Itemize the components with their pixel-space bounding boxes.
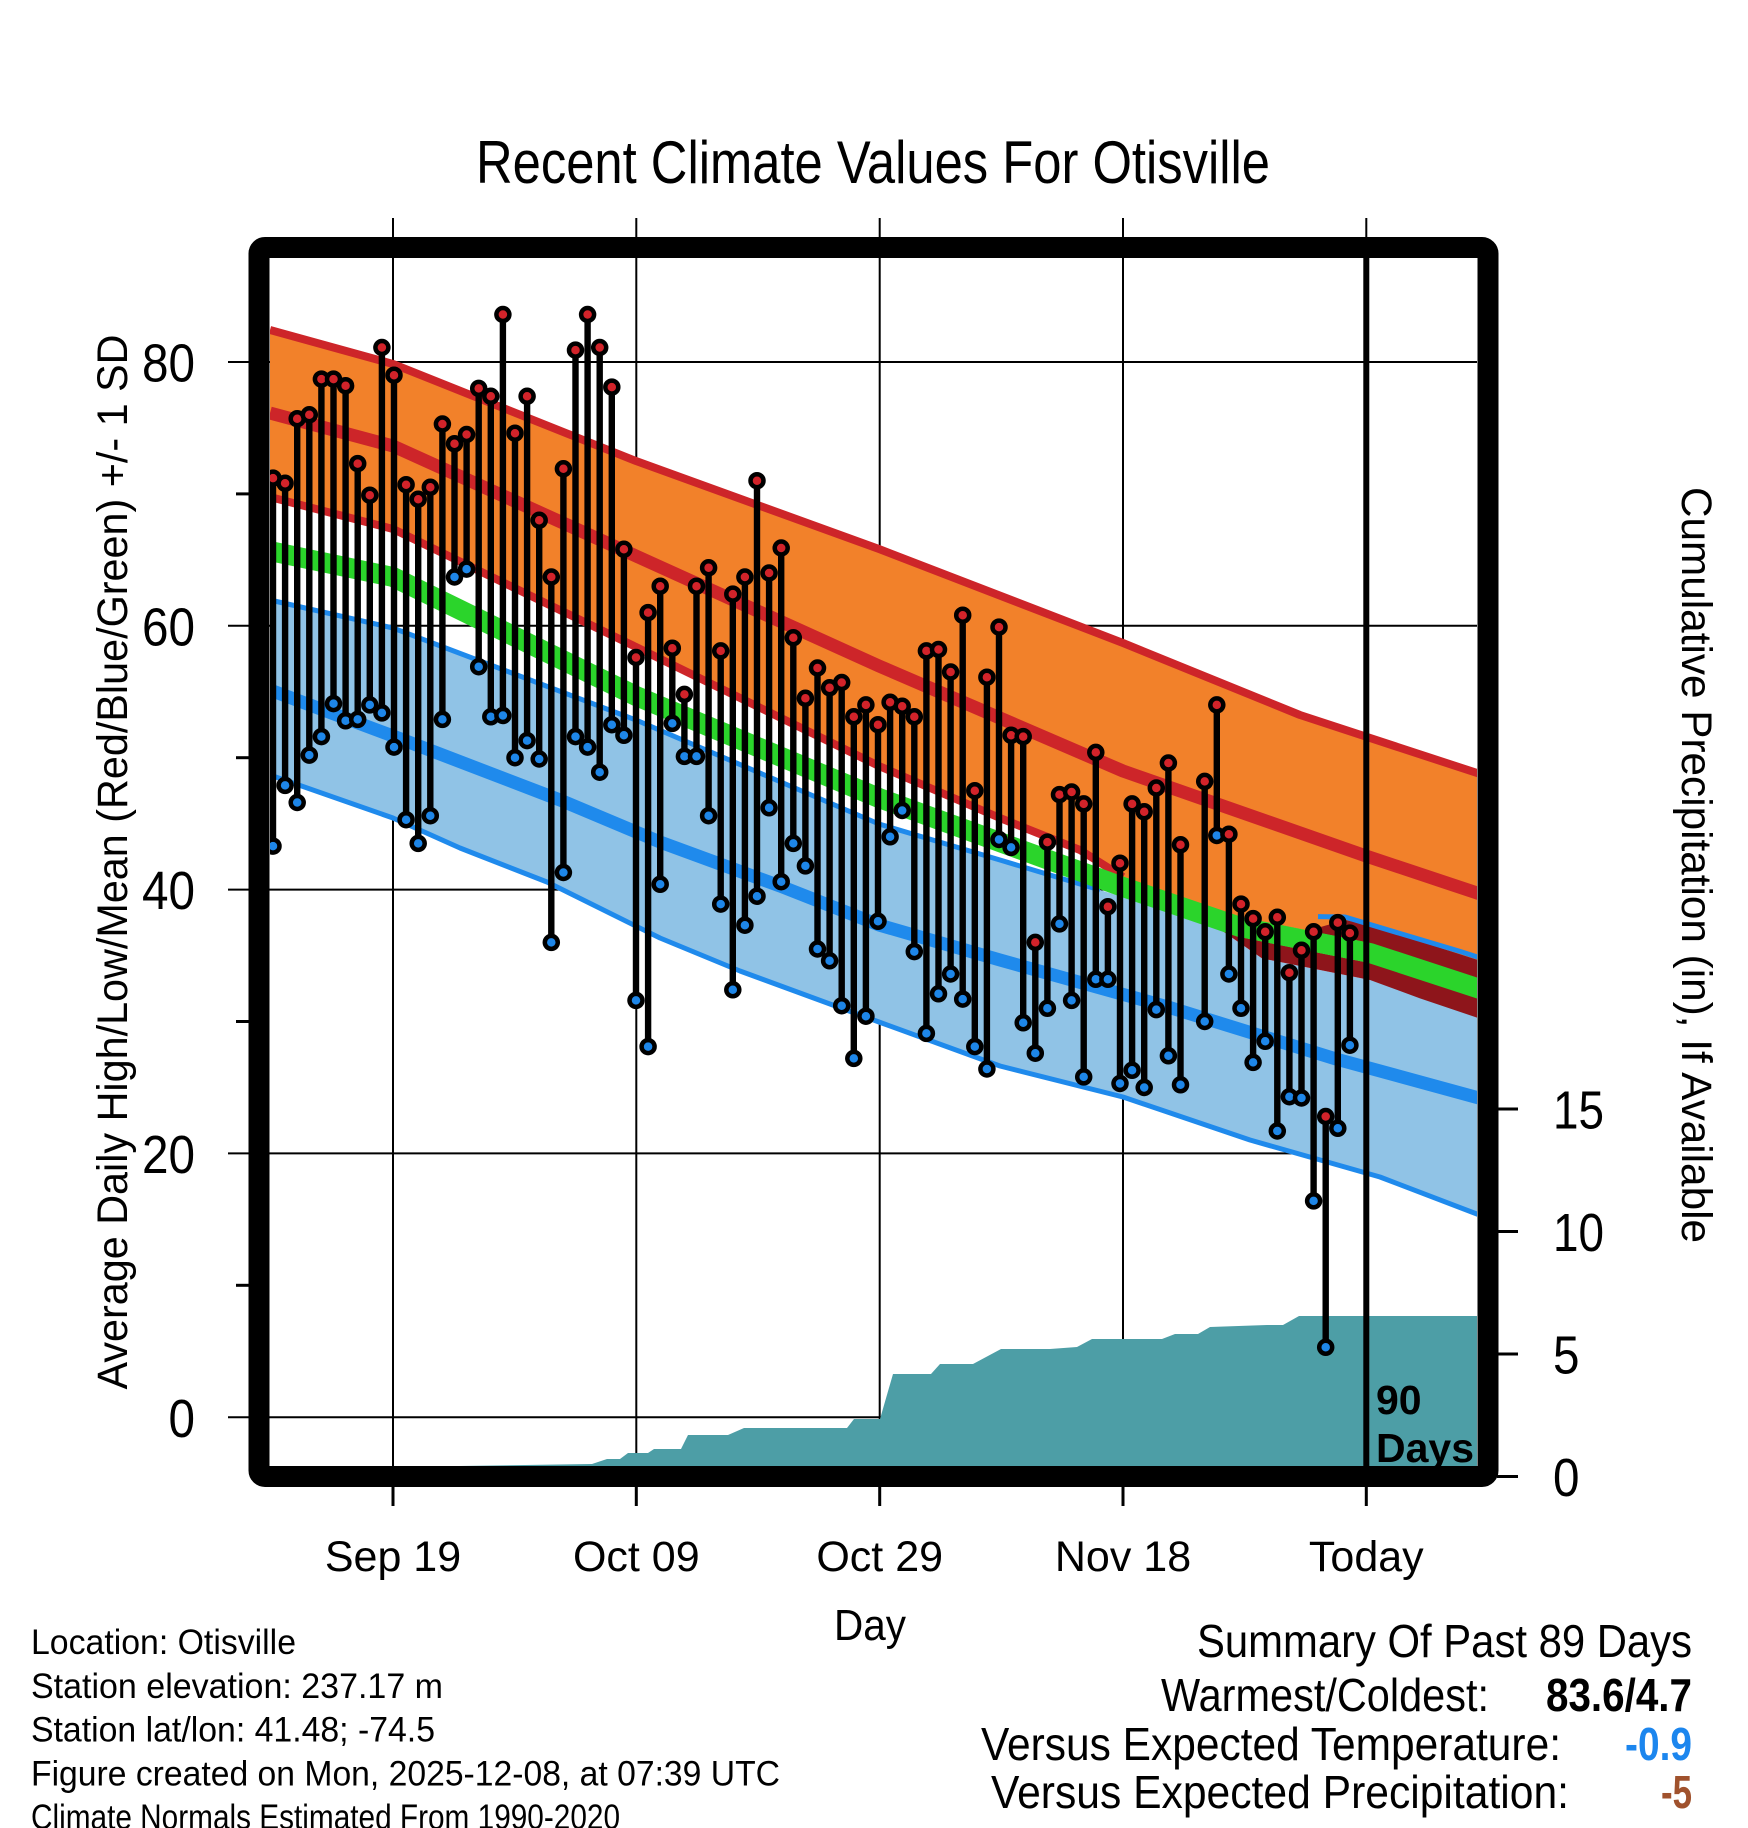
- svg-text:Day: Day: [834, 1601, 906, 1650]
- svg-text:Days: Days: [1376, 1425, 1474, 1471]
- svg-text:Sep 19: Sep 19: [325, 1533, 461, 1581]
- svg-text:90: 90: [1376, 1377, 1422, 1423]
- svg-text:Average Daily High/Low/Mean (R: Average Daily High/Low/Mean (Red/Blue/Gr…: [89, 335, 137, 1390]
- svg-text:20: 20: [142, 1125, 195, 1185]
- svg-text:Figure created on Mon, 2025-12: Figure created on Mon, 2025-12-08, at 07…: [31, 1754, 780, 1793]
- svg-text:83.6/4.7: 83.6/4.7: [1546, 1669, 1692, 1721]
- svg-text:15: 15: [1553, 1081, 1604, 1141]
- svg-text:Today: Today: [1309, 1533, 1424, 1581]
- svg-text:Recent Climate Values For Otis: Recent Climate Values For Otisville: [476, 129, 1270, 196]
- svg-text:5: 5: [1553, 1326, 1580, 1386]
- svg-text:60: 60: [142, 597, 195, 657]
- svg-text:Cumulative Precipitation (in),: Cumulative Precipitation (in), If Availa…: [1672, 487, 1720, 1243]
- svg-text:Oct 29: Oct 29: [816, 1533, 943, 1581]
- svg-text:0: 0: [1553, 1448, 1580, 1508]
- svg-text:Summary Of Past 89 Days: Summary Of Past 89 Days: [1197, 1615, 1692, 1667]
- svg-text:Location: Otisville: Location: Otisville: [31, 1623, 296, 1662]
- svg-text:80: 80: [142, 334, 195, 394]
- svg-text:0: 0: [169, 1389, 196, 1449]
- svg-text:40: 40: [142, 861, 195, 921]
- svg-text:Station elevation: 237.17 m: Station elevation: 237.17 m: [31, 1667, 443, 1706]
- svg-text:Nov 18: Nov 18: [1055, 1533, 1191, 1581]
- svg-text:Versus Expected Temperature:: Versus Expected Temperature:: [981, 1718, 1561, 1770]
- svg-text:Climate Normals Estimated From: Climate Normals Estimated From 1990-2020: [31, 1798, 620, 1828]
- svg-text:10: 10: [1553, 1203, 1604, 1263]
- svg-text:Versus Expected Precipitation:: Versus Expected Precipitation:: [991, 1766, 1569, 1818]
- svg-text:Station lat/lon: 41.48; -74.5: Station lat/lon: 41.48; -74.5: [31, 1711, 435, 1750]
- svg-text:-0.9: -0.9: [1625, 1718, 1692, 1770]
- svg-text:Warmest/Coldest:: Warmest/Coldest:: [1161, 1669, 1489, 1721]
- svg-text:Oct 09: Oct 09: [573, 1533, 700, 1581]
- svg-text:-5: -5: [1661, 1766, 1692, 1818]
